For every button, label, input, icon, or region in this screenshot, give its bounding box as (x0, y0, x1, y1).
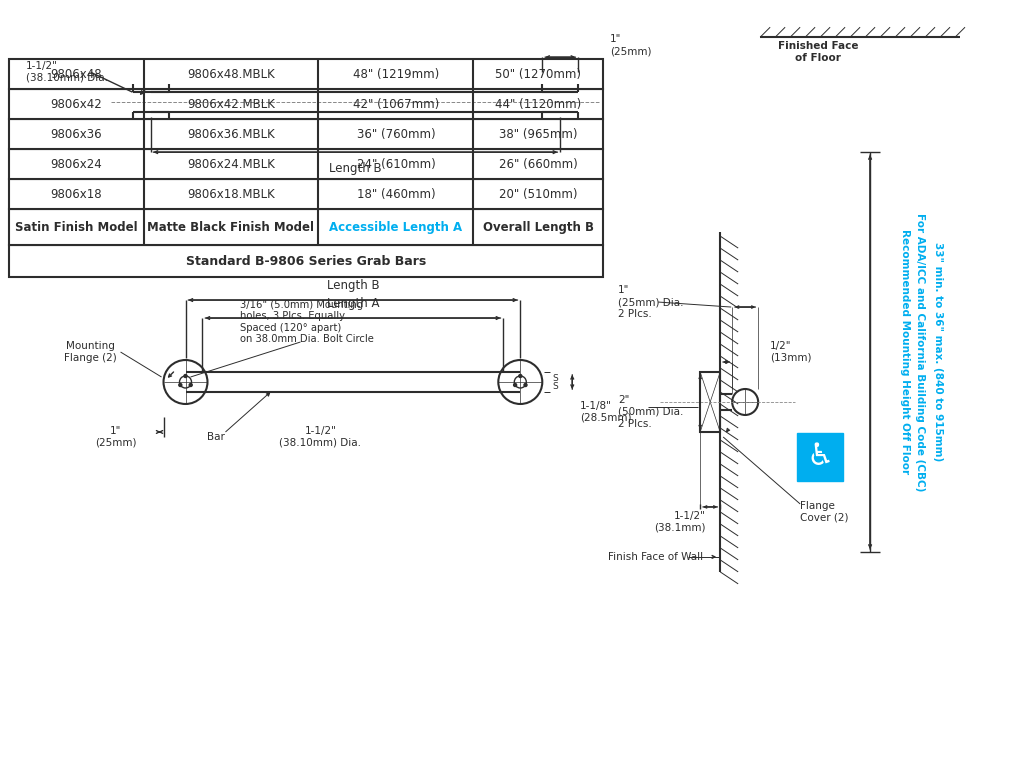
Text: Satin Finish Model: Satin Finish Model (14, 221, 137, 234)
Circle shape (514, 384, 517, 387)
Circle shape (178, 384, 181, 387)
Bar (8, 209, 604, 245)
Text: 1-1/2"
(38.1mm): 1-1/2" (38.1mm) (654, 511, 705, 533)
Text: 9806x24.MBLK: 9806x24.MBLK (187, 157, 275, 171)
Text: 1-1/2"
(38.10mm) Dia.: 1-1/2" (38.10mm) Dia. (280, 426, 362, 448)
Text: 24" (610mm): 24" (610mm) (357, 157, 436, 171)
Circle shape (184, 374, 187, 378)
Text: 50" (1270mm): 50" (1270mm) (495, 68, 581, 81)
Text: Flange
Cover (2): Flange Cover (2) (801, 501, 849, 523)
Text: Length B: Length B (329, 162, 381, 175)
Text: 3/16" (5.0mm) Mounting
holes, 3 Plcs. Equally
Spaced (120° apart)
on 38.0mm Dia.: 3/16" (5.0mm) Mounting holes, 3 Plcs. Eq… (241, 300, 374, 344)
Text: 2"
(50mm) Dia.
2 Plcs.: 2" (50mm) Dia. 2 Plcs. (618, 395, 684, 428)
Circle shape (519, 374, 522, 378)
Text: 1-1/2"
(38.10mm) Dia.: 1-1/2" (38.10mm) Dia. (26, 62, 108, 83)
FancyBboxPatch shape (700, 372, 721, 432)
Text: ♿: ♿ (807, 442, 833, 472)
Text: S: S (552, 382, 558, 391)
Text: 42" (1067mm): 42" (1067mm) (353, 98, 439, 110)
Text: 1/2"
(13mm): 1/2" (13mm) (770, 341, 812, 363)
FancyBboxPatch shape (551, 120, 569, 132)
Text: 9806x18.MBLK: 9806x18.MBLK (188, 188, 275, 201)
Text: 26" (660mm): 26" (660mm) (499, 157, 578, 171)
Text: 20" (510mm): 20" (510mm) (499, 188, 577, 201)
Text: 9806x36.MBLK: 9806x36.MBLK (188, 127, 275, 141)
Circle shape (524, 384, 527, 387)
Text: Length B: Length B (327, 279, 379, 292)
Text: Overall Length B: Overall Length B (483, 221, 593, 234)
Text: 9806x24: 9806x24 (50, 157, 101, 171)
Bar (8, 119, 604, 149)
Bar (8, 149, 604, 179)
Text: 1"
(25mm): 1" (25mm) (610, 35, 652, 56)
FancyBboxPatch shape (141, 73, 160, 84)
Text: 9806x36: 9806x36 (50, 127, 101, 141)
Text: 9806x18: 9806x18 (50, 188, 101, 201)
Text: Accessible Length A: Accessible Length A (329, 221, 462, 234)
Bar (8, 245, 604, 277)
Text: Standard B-9806 Series Grab Bars: Standard B-9806 Series Grab Bars (186, 255, 426, 268)
Text: 9806x48.MBLK: 9806x48.MBLK (188, 68, 275, 81)
Bar (8, 90, 604, 119)
Text: 9806x42: 9806x42 (50, 98, 101, 110)
Text: 36" (760mm): 36" (760mm) (357, 127, 436, 141)
Text: 18" (460mm): 18" (460mm) (357, 188, 436, 201)
Bar (8, 179, 604, 209)
Text: 44" (1120mm): 44" (1120mm) (495, 98, 581, 110)
Text: 38" (965mm): 38" (965mm) (499, 127, 577, 141)
Text: Length A: Length A (327, 297, 379, 310)
Text: For ADA/ICC and California Building Code (CBC): For ADA/ICC and California Building Code… (915, 213, 926, 491)
Text: Bar: Bar (207, 432, 224, 442)
Text: 33" min. to 36" max. (840 to 915mm): 33" min. to 36" max. (840 to 915mm) (933, 242, 943, 462)
Text: Matte Black Finish Model: Matte Black Finish Model (148, 221, 315, 234)
Bar (8, 59, 604, 90)
Text: S: S (552, 374, 558, 382)
Text: Recommended Mounting Height Off Floor: Recommended Mounting Height Off Floor (900, 229, 910, 475)
FancyBboxPatch shape (141, 120, 160, 132)
Text: Mounting
Flange (2): Mounting Flange (2) (65, 341, 117, 363)
Text: 9806x42.MBLK: 9806x42.MBLK (187, 98, 275, 110)
Text: 48" (1219mm): 48" (1219mm) (353, 68, 439, 81)
Text: 1"
(25mm) Dia.
2 Plcs.: 1" (25mm) Dia. 2 Plcs. (618, 286, 684, 319)
Text: 1-1/8"
(28.5mm): 1-1/8" (28.5mm) (580, 401, 631, 423)
Text: 1"
(25mm): 1" (25mm) (94, 426, 136, 448)
Circle shape (190, 384, 193, 387)
Text: Finish Face of Wall: Finish Face of Wall (608, 552, 703, 562)
FancyBboxPatch shape (551, 73, 569, 84)
Text: 9806x48: 9806x48 (50, 68, 101, 81)
Text: Finished Face
of Floor: Finished Face of Floor (778, 42, 858, 63)
